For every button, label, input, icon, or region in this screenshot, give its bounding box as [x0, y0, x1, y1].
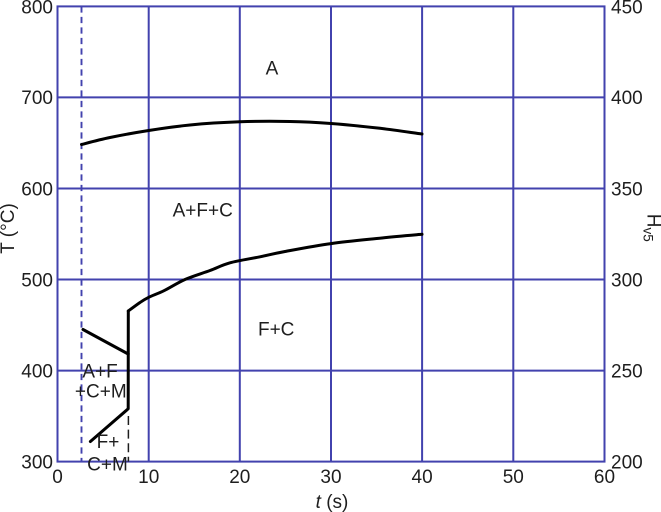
svg-text:t (s): t (s)	[316, 492, 349, 512]
svg-text:60: 60	[594, 467, 615, 488]
svg-text:450: 450	[611, 0, 643, 18]
svg-text:400: 400	[21, 361, 53, 382]
svg-text:10: 10	[138, 467, 159, 488]
svg-text:A+F+C: A+F+C	[173, 201, 233, 222]
svg-text:300: 300	[611, 270, 643, 291]
svg-text:500: 500	[21, 270, 53, 291]
svg-text:200: 200	[611, 452, 643, 473]
svg-text:250: 250	[611, 361, 643, 382]
svg-text:C+M: C+M	[87, 455, 128, 476]
svg-text:0: 0	[52, 467, 63, 488]
svg-text:40: 40	[412, 467, 433, 488]
svg-text:350: 350	[611, 179, 643, 200]
svg-text:20: 20	[229, 467, 250, 488]
svg-text:30: 30	[320, 467, 341, 488]
svg-text:Hv5: Hv5	[641, 214, 661, 242]
svg-text:+C+M: +C+M	[75, 382, 127, 403]
svg-text:A+F: A+F	[82, 361, 117, 382]
svg-text:600: 600	[21, 179, 53, 200]
svg-text:F+C: F+C	[258, 319, 294, 340]
svg-text:300: 300	[21, 452, 53, 473]
svg-text:700: 700	[21, 88, 53, 109]
svg-text:800: 800	[21, 0, 53, 18]
svg-text:T (°C): T (°C)	[0, 203, 19, 254]
svg-text:50: 50	[503, 467, 524, 488]
svg-text:F+: F+	[97, 432, 120, 453]
svg-text:A: A	[266, 58, 279, 79]
svg-text:400: 400	[611, 88, 643, 109]
